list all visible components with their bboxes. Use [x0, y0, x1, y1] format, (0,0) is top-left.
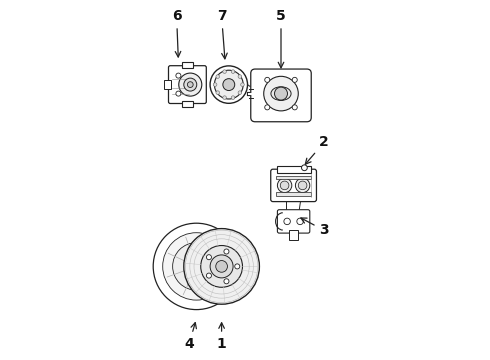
- Circle shape: [176, 73, 181, 78]
- Bar: [276, 176, 312, 179]
- Circle shape: [235, 264, 240, 269]
- Circle shape: [216, 261, 227, 272]
- Circle shape: [298, 181, 307, 190]
- Circle shape: [153, 223, 240, 310]
- Circle shape: [191, 261, 201, 271]
- Text: 4: 4: [184, 323, 196, 351]
- Circle shape: [184, 229, 259, 304]
- Text: 7: 7: [217, 9, 227, 59]
- Circle shape: [216, 91, 220, 94]
- Circle shape: [264, 76, 298, 111]
- Circle shape: [223, 96, 226, 99]
- Circle shape: [284, 218, 291, 225]
- Bar: [164, 80, 171, 89]
- Text: 2: 2: [305, 135, 329, 164]
- Circle shape: [265, 105, 270, 110]
- Circle shape: [297, 218, 303, 225]
- Circle shape: [213, 83, 217, 86]
- Circle shape: [274, 87, 288, 100]
- Bar: [182, 101, 193, 108]
- Circle shape: [265, 77, 270, 82]
- Circle shape: [163, 233, 230, 300]
- Circle shape: [223, 79, 235, 91]
- Bar: [276, 166, 311, 173]
- Circle shape: [280, 181, 289, 190]
- Circle shape: [292, 105, 297, 110]
- FancyBboxPatch shape: [271, 169, 317, 202]
- Circle shape: [231, 96, 235, 99]
- FancyBboxPatch shape: [277, 210, 310, 233]
- Circle shape: [172, 243, 220, 290]
- Circle shape: [187, 82, 193, 87]
- Circle shape: [176, 91, 181, 96]
- Circle shape: [241, 83, 245, 86]
- Circle shape: [292, 77, 297, 82]
- Circle shape: [238, 75, 242, 78]
- Text: 6: 6: [172, 9, 181, 57]
- Text: 3: 3: [301, 218, 329, 237]
- Circle shape: [277, 178, 292, 193]
- Circle shape: [295, 178, 310, 193]
- Ellipse shape: [271, 87, 291, 100]
- Circle shape: [185, 230, 258, 303]
- Circle shape: [184, 78, 197, 91]
- Circle shape: [223, 70, 226, 73]
- Circle shape: [201, 246, 243, 287]
- Wedge shape: [196, 240, 230, 292]
- Circle shape: [238, 91, 242, 94]
- FancyBboxPatch shape: [169, 66, 206, 104]
- Circle shape: [215, 70, 243, 99]
- Circle shape: [206, 273, 212, 278]
- Circle shape: [206, 255, 212, 260]
- Circle shape: [210, 255, 233, 278]
- Circle shape: [179, 73, 202, 96]
- Circle shape: [301, 165, 307, 171]
- Bar: [182, 62, 193, 68]
- Circle shape: [210, 66, 247, 103]
- Circle shape: [224, 249, 229, 254]
- Circle shape: [231, 70, 235, 73]
- Bar: [276, 192, 312, 196]
- Text: 5: 5: [276, 9, 286, 68]
- Circle shape: [216, 75, 220, 78]
- Bar: [289, 230, 298, 240]
- FancyBboxPatch shape: [251, 69, 311, 122]
- Text: 1: 1: [217, 323, 226, 351]
- Circle shape: [224, 279, 229, 284]
- Circle shape: [187, 257, 206, 276]
